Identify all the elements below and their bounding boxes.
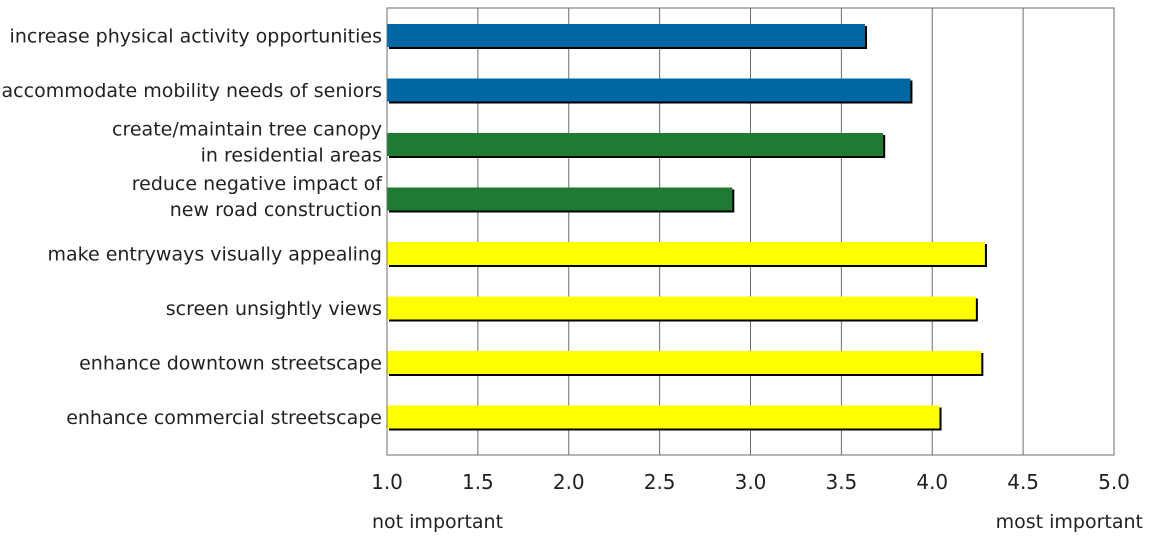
bar — [387, 187, 733, 211]
category-label: increase physical activity opportunities — [10, 26, 382, 48]
scale-high-label: most important — [996, 511, 1143, 533]
x-tick-label: 3.0 — [735, 470, 767, 494]
bar — [387, 296, 976, 320]
bar — [387, 133, 884, 156]
bars — [387, 24, 987, 431]
plot-frame — [386, 7, 1115, 456]
x-tick-label: 4.5 — [1007, 470, 1039, 494]
category-label: reduce negative impact of new road constr… — [132, 173, 384, 221]
category-label: accommodate mobility needs of seniors — [2, 80, 382, 102]
category-label: make entryways visually appealing — [47, 244, 382, 266]
scale-low-label: not important — [372, 511, 503, 533]
bar — [387, 351, 982, 374]
category-labels: increase physical activity opportunities… — [2, 26, 384, 430]
bar — [387, 405, 940, 429]
gridlines — [477, 8, 1024, 455]
x-tick-label: 2.0 — [553, 470, 585, 494]
bar — [387, 242, 985, 265]
x-tick-label: 1.0 — [371, 470, 403, 494]
x-tick-label: 3.5 — [825, 470, 857, 494]
x-tick-label: 1.5 — [462, 470, 494, 494]
category-label: enhance downtown streetscape — [79, 353, 382, 375]
x-tick-label: 4.0 — [916, 470, 948, 494]
category-label: screen unsightly views — [166, 298, 382, 320]
category-label: enhance commercial streetscape — [66, 407, 382, 429]
x-tick-label: 2.5 — [644, 470, 676, 494]
bar — [387, 78, 911, 102]
x-tick-labels: 1.0 1.5 2.0 2.5 3.0 3.5 4.0 4.5 5.0 — [371, 470, 1130, 494]
bar — [387, 24, 866, 47]
category-label: create/maintain tree canopy in residentia… — [112, 119, 382, 167]
x-tick-label: 5.0 — [1098, 470, 1130, 494]
